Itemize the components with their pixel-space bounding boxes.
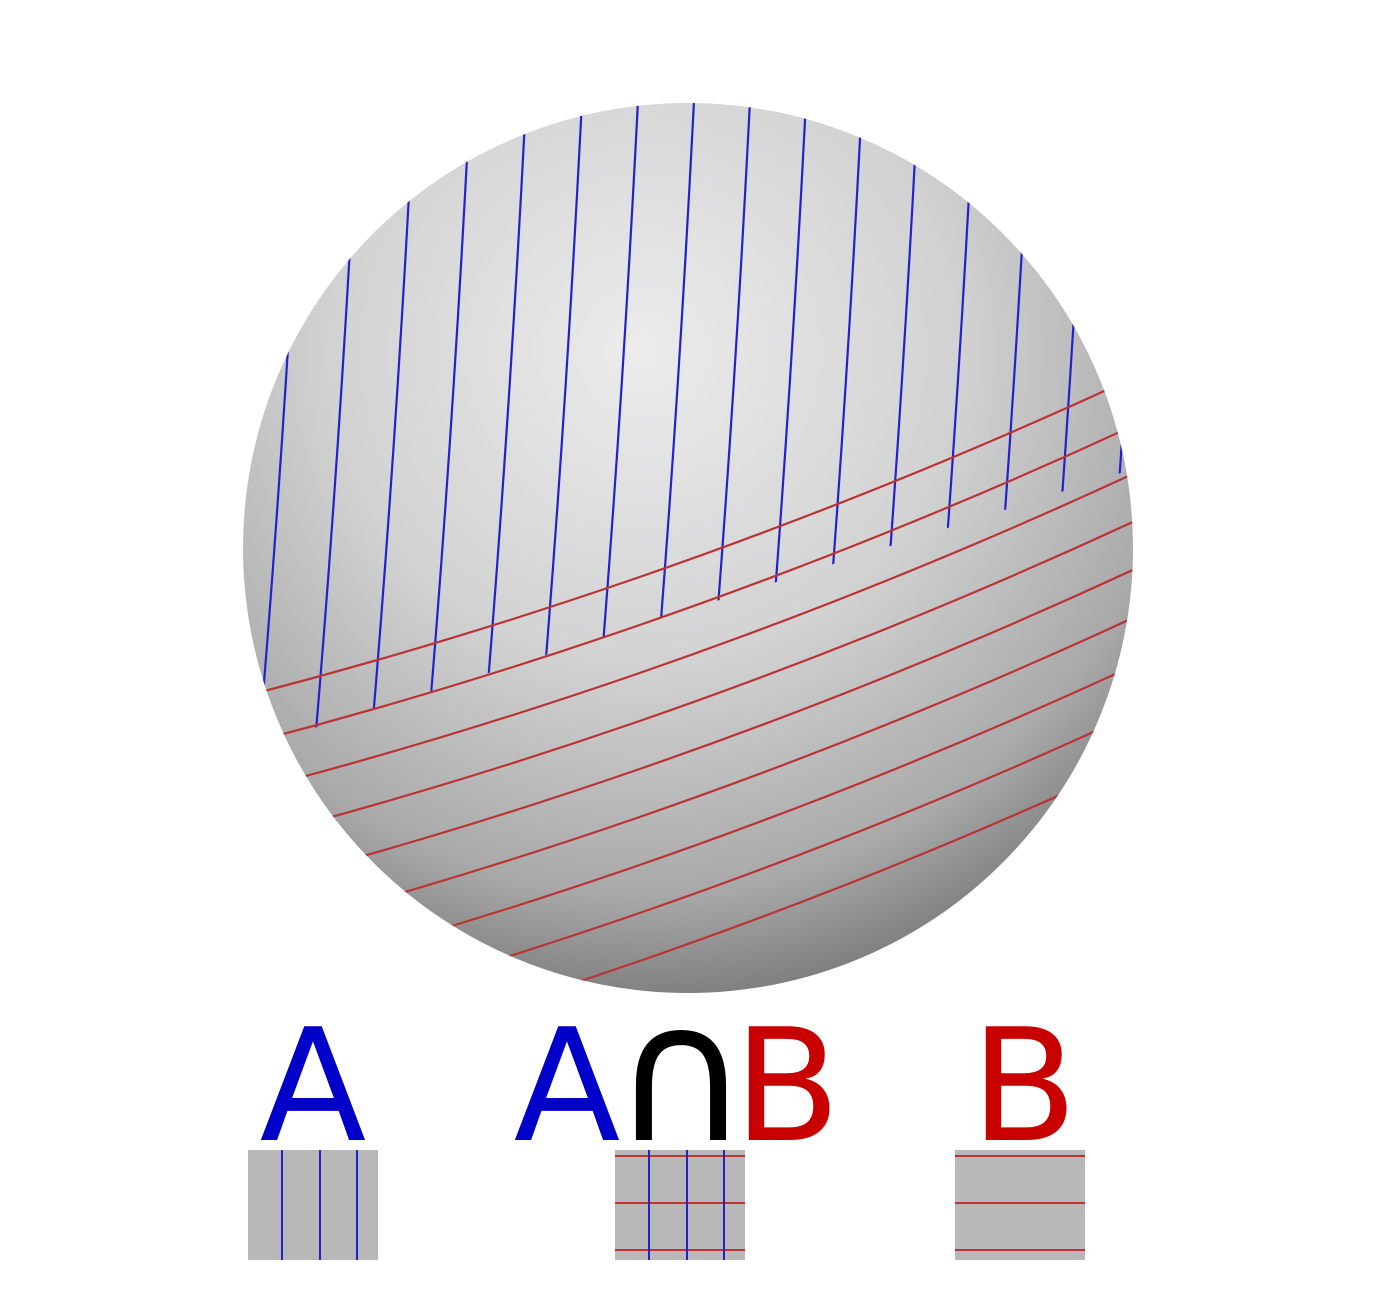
set-a-line [513,103,587,780]
label-intersection-b: B [733,995,840,1177]
set-a-line [1187,40,1257,1000]
set-a-line [793,103,867,780]
set-b-line [243,465,1133,798]
label-b: B [970,995,1077,1177]
set-a-line [737,103,811,780]
swatch-intersection [615,1150,745,1260]
set-b-line [243,417,1133,750]
swatch-a-background [248,1150,378,1260]
label-intersection-a: A [514,995,621,1177]
set-a-line [625,103,699,780]
set-a-line [401,103,475,780]
set-b-line [243,753,1133,993]
set-b-line [243,513,1133,846]
set-b-line [243,705,1133,993]
label-a: A [260,995,367,1177]
set-b-line [243,561,1133,894]
set-a-line [1129,103,1133,780]
swatch-intersection-background [615,1150,745,1260]
set-a-line [849,103,923,780]
sphere [243,103,1133,993]
swatch-b [955,1150,1085,1260]
label-intersection-symbol: ∩ [611,964,750,1185]
set-a-line [569,103,643,780]
swatch-b-background [955,1150,1085,1260]
set-a-line [457,103,531,780]
swatch-a [248,1150,378,1260]
set-a-line [681,103,755,780]
set-b-line [243,369,1133,702]
